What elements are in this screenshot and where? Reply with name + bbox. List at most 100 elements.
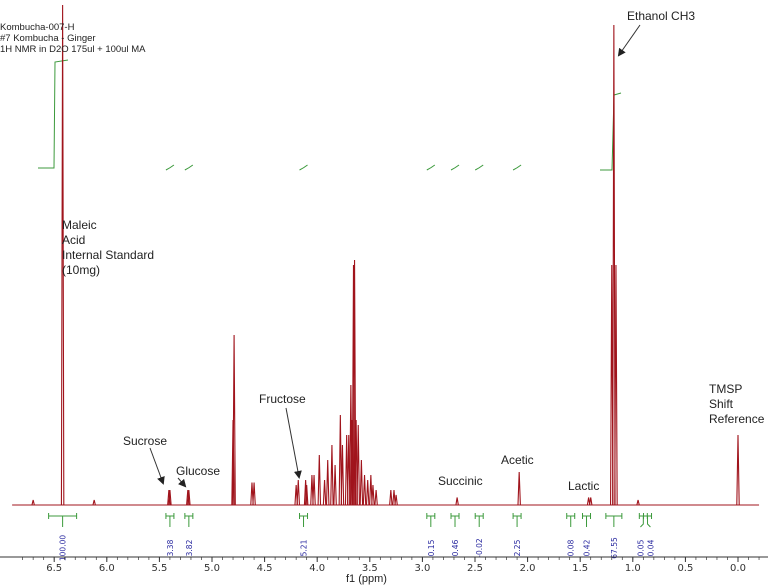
integral-bracket: [605, 513, 623, 527]
integral-curve: [165, 164, 175, 171]
integral-bracket: [426, 513, 436, 527]
peak: [317, 454, 322, 506]
peak: [392, 489, 396, 506]
integral-value: 3.38: [166, 539, 175, 556]
peak: [168, 489, 172, 506]
peak: [365, 479, 370, 506]
integral-curve: [184, 164, 194, 171]
peak: [232, 334, 236, 506]
integral-curve: [426, 164, 436, 171]
integral-value: 0.46: [451, 539, 460, 556]
peak: [330, 444, 334, 506]
integral-curve: [474, 164, 484, 171]
peak: [636, 499, 640, 506]
peak: [455, 497, 459, 506]
x-tick-label: 3.5: [362, 563, 378, 574]
sample-description: #7 Kombucha - Ginger: [0, 33, 96, 44]
integral-value: 0.42: [583, 539, 592, 556]
peak: [92, 499, 96, 506]
integral-bracket: [184, 513, 194, 527]
integral-value: 67.55: [610, 537, 619, 559]
sucrose-label: Sucrose: [123, 434, 168, 448]
peak: [362, 474, 367, 506]
x-tick-label: 1.5: [572, 563, 588, 574]
maleic-label: Maleic Acid Internal Standard (10mg): [62, 218, 155, 277]
peak: [351, 264, 356, 506]
peak: [340, 444, 345, 506]
integral-curve: [600, 92, 622, 171]
integral-value: 0.05: [636, 539, 645, 556]
integral-value: 3.82: [185, 539, 194, 556]
peak: [359, 459, 364, 506]
x-tick-label: 2.0: [520, 563, 536, 574]
peak: [614, 264, 618, 506]
peak: [352, 259, 357, 506]
peak: [31, 499, 35, 506]
peak: [338, 414, 343, 506]
integral-curve: [299, 164, 308, 171]
sucrose-arrow: [149, 447, 165, 485]
acetic-label: Acetic: [501, 453, 534, 467]
peak: [612, 24, 616, 506]
integral-value: 2.25: [513, 539, 522, 556]
integral-bracket: [474, 513, 484, 527]
integral-curve: [512, 164, 522, 171]
peak: [389, 489, 393, 506]
peak: [252, 482, 256, 506]
integral-curve: [450, 164, 460, 171]
glucose-arrow: [177, 477, 187, 488]
integral-value: 0.15: [427, 539, 436, 556]
x-axis-label: f1 (ppm): [346, 573, 387, 585]
peak: [312, 474, 316, 506]
peak: [322, 479, 327, 506]
peak: [374, 489, 378, 506]
peak: [736, 434, 740, 506]
integral-bracket: [48, 513, 78, 527]
experiment-info: 1H NMR in D2O 175ul + 100ul MA: [0, 44, 146, 55]
peak: [325, 459, 330, 506]
x-tick-label: 0.0: [730, 563, 746, 574]
integral-bracket: [566, 513, 576, 527]
integral-bracket: [512, 513, 522, 527]
x-tick-label: 0.5: [677, 563, 693, 574]
integral-bracket: [582, 513, 592, 527]
x-tick-label: 6.0: [99, 563, 115, 574]
peak: [369, 474, 373, 506]
integral-value: -0.02: [475, 538, 484, 558]
sample-name: Kombucha-007-H: [0, 22, 75, 33]
glucose-label: Glucose: [176, 464, 221, 478]
ethanol-arrow: [617, 24, 641, 57]
integral-bracket: [299, 513, 309, 527]
peak: [187, 489, 191, 506]
peak: [356, 424, 360, 506]
x-tick-label: 5.5: [151, 563, 167, 574]
peak: [371, 484, 375, 506]
integral-bracket: [643, 513, 653, 528]
fructose-label: Fructose: [259, 392, 306, 406]
lactic-label: Lactic: [568, 479, 600, 493]
peak: [304, 484, 309, 506]
tmsp-label: TMSP Shift Reference: [709, 382, 765, 426]
integral-value: 0.04: [646, 539, 655, 556]
peak: [588, 497, 593, 506]
succinic-label: Succinic: [438, 474, 483, 488]
peak: [60, 4, 65, 506]
integral-bracket: [165, 513, 175, 527]
x-tick-label: 3.0: [414, 563, 430, 574]
peak: [333, 464, 337, 506]
peak: [517, 471, 521, 506]
ethanol-label: Ethanol CH3: [627, 9, 696, 23]
peak: [296, 479, 301, 506]
integral-value: 0.08: [567, 539, 576, 556]
x-tick-label: 5.0: [204, 563, 220, 574]
integral-bracket: [450, 513, 460, 527]
x-tick-label: 2.5: [467, 563, 483, 574]
integral-curve: [38, 59, 69, 169]
x-tick-label: 1.0: [625, 563, 641, 574]
integral-value: 5.21: [300, 539, 309, 556]
integral-value: 100.00: [59, 535, 68, 561]
fructose-arrow: [285, 407, 302, 479]
x-tick-label: 4.0: [309, 563, 325, 574]
